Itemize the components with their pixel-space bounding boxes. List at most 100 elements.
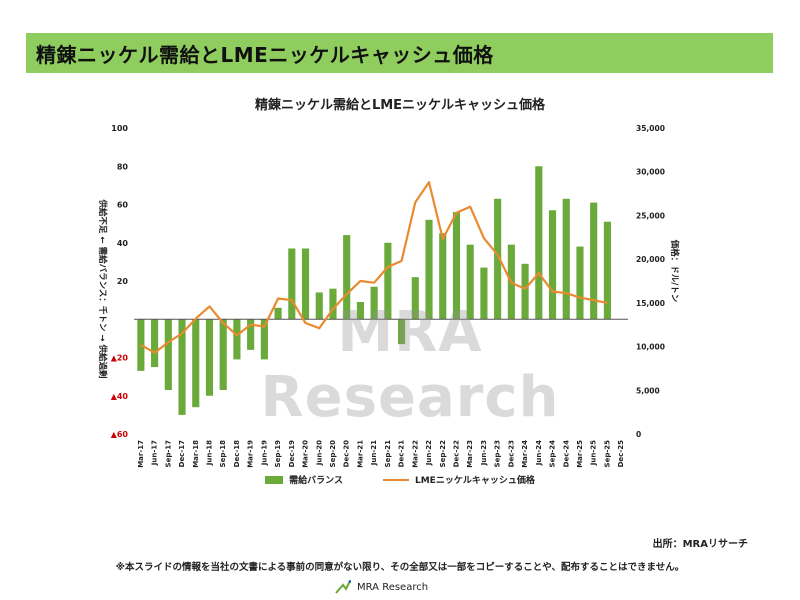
x-tick-label: Jun-21 bbox=[370, 440, 378, 466]
bar-Dec-24 bbox=[562, 198, 570, 320]
x-tick-label: Jun-18 bbox=[205, 440, 213, 466]
x-tick-label: Dec-21 bbox=[398, 440, 406, 467]
legend-line-swatch bbox=[382, 478, 409, 481]
bar-Jun-25 bbox=[590, 202, 598, 320]
bar-Mar-25 bbox=[576, 246, 584, 320]
right-tick-label: 0 bbox=[636, 430, 641, 439]
bar-Jun-23 bbox=[480, 267, 488, 320]
x-tick-label: Mar-22 bbox=[411, 440, 419, 468]
right-tick-label: 20,000 bbox=[636, 255, 665, 264]
legend-item-price: LMEニッケルキャッシュ価格 bbox=[382, 473, 535, 486]
x-tick-label: Sep-24 bbox=[549, 440, 557, 468]
left-tick-label: 40 bbox=[117, 239, 129, 248]
x-tick-label: Sep-25 bbox=[603, 440, 611, 468]
x-tick-label: Dec-22 bbox=[452, 440, 460, 467]
legend-item-balance: 需給バランス bbox=[265, 473, 343, 486]
x-tick-label: Sep-23 bbox=[494, 440, 502, 468]
disclaimer: ※本スライドの情報を当社の文書による事前の同意がない限り、その全部又は一部をコピ… bbox=[115, 562, 685, 573]
company-logo: MRA Research bbox=[335, 580, 428, 594]
x-tick-label: Mar-20 bbox=[302, 440, 310, 468]
bar-Jun-24 bbox=[535, 166, 543, 320]
left-tick-label: 20 bbox=[117, 277, 129, 286]
right-axis-title: 価格：ドル/トン bbox=[669, 239, 680, 303]
bar-Mar-18 bbox=[192, 319, 200, 408]
bar-Sep-19 bbox=[274, 307, 282, 320]
x-tick-label: Jun-25 bbox=[590, 440, 598, 466]
x-tick-label: Sep-17 bbox=[164, 440, 172, 468]
bar-Dec-20 bbox=[343, 235, 351, 320]
bar-Dec-17 bbox=[178, 319, 186, 415]
chart-title: 精錬ニッケル需給とLMEニッケルキャッシュ価格 bbox=[254, 98, 546, 113]
left-tick-label: ▲60 bbox=[111, 430, 129, 439]
bar-Mar-23 bbox=[466, 244, 474, 320]
legend-label-price: LMEニッケルキャッシュ価格 bbox=[414, 476, 535, 486]
bar-Dec-18 bbox=[233, 319, 241, 360]
x-tick-label: Jun-24 bbox=[535, 440, 543, 466]
right-tick-label: 30,000 bbox=[636, 168, 665, 177]
x-tick-label: Mar-21 bbox=[356, 440, 364, 468]
bar-Mar-21 bbox=[356, 302, 364, 320]
right-tick-label: 5,000 bbox=[636, 386, 660, 395]
bar-Mar-19 bbox=[247, 319, 255, 350]
bar-Sep-20 bbox=[329, 288, 337, 320]
left-tick-label: 60 bbox=[117, 201, 129, 210]
x-tick-label: Mar-18 bbox=[192, 440, 200, 468]
x-tick-label: Dec-25 bbox=[617, 440, 625, 467]
x-tick-label: Sep-18 bbox=[219, 440, 227, 468]
right-tick-label: 15,000 bbox=[636, 299, 665, 308]
bar-Dec-22 bbox=[452, 212, 461, 320]
x-tick-label: Dec-20 bbox=[343, 440, 351, 467]
x-tick-label: Jun-22 bbox=[425, 440, 433, 466]
bar-Sep-23 bbox=[494, 198, 502, 320]
x-tick-label: Dec-23 bbox=[507, 440, 515, 467]
x-tick-label: Mar-25 bbox=[576, 440, 584, 468]
x-tick-label: Jun-23 bbox=[480, 440, 488, 466]
legend-label-balance: 需給バランス bbox=[289, 476, 343, 486]
x-tick-label: Sep-19 bbox=[274, 440, 282, 468]
left-tick-label: 100 bbox=[111, 124, 128, 133]
bar-Dec-21 bbox=[398, 319, 406, 345]
bar-Jun-18 bbox=[205, 319, 214, 396]
bar-Sep-17 bbox=[164, 319, 172, 391]
bar-Mar-24 bbox=[521, 263, 529, 320]
bar-Mar-22 bbox=[411, 277, 419, 320]
price-line bbox=[140, 181, 608, 354]
left-tick-label: 80 bbox=[117, 162, 129, 171]
x-tick-label: Jun-20 bbox=[315, 440, 323, 466]
source-note: 出所：MRAリサーチ bbox=[652, 539, 748, 550]
bar-Jun-17 bbox=[151, 319, 159, 368]
x-tick-label: Mar-24 bbox=[521, 440, 529, 468]
logo-mark-icon bbox=[335, 580, 351, 594]
bar-Sep-22 bbox=[439, 233, 447, 320]
x-tick-label: Dec-18 bbox=[233, 440, 241, 467]
x-tick-label: Dec-24 bbox=[562, 440, 570, 467]
x-tick-label: Mar-17 bbox=[137, 440, 145, 468]
bar-Jun-22 bbox=[425, 219, 433, 320]
x-tick-label: Sep-21 bbox=[384, 440, 392, 468]
right-tick-label: 25,000 bbox=[636, 211, 665, 220]
x-tick-label: Jun-17 bbox=[151, 440, 159, 466]
bar-Jun-19 bbox=[260, 319, 268, 360]
bar-Sep-25 bbox=[603, 221, 611, 320]
left-axis-title: 供給不足 ← 需給バランス：千トン → 供給過剰 bbox=[97, 199, 108, 379]
x-tick-label: Mar-23 bbox=[466, 440, 474, 468]
x-tick-label: Dec-19 bbox=[288, 440, 296, 467]
chart-legend: 需給バランス LMEニッケルキャッシュ価格 bbox=[0, 473, 800, 486]
x-tick-label: Sep-22 bbox=[439, 440, 447, 468]
x-tick-label: Sep-20 bbox=[329, 440, 337, 468]
right-tick-label: 10,000 bbox=[636, 343, 665, 352]
logo-text: MRA Research bbox=[357, 581, 429, 593]
bar-Jun-20 bbox=[315, 292, 323, 320]
x-tick-label: Jun-19 bbox=[260, 440, 268, 466]
bar-Jun-21 bbox=[370, 286, 378, 320]
right-tick-label: 35,000 bbox=[636, 124, 665, 133]
left-tick-label: ▲20 bbox=[111, 354, 129, 363]
bar-Dec-19 bbox=[288, 248, 296, 320]
x-tick-label: Mar-19 bbox=[247, 440, 255, 468]
x-tick-label: Dec-17 bbox=[178, 440, 186, 467]
page-title: 精錬ニッケル需給とLMEニッケルキャッシュ価格 bbox=[36, 42, 494, 67]
left-tick-label: ▲40 bbox=[111, 392, 129, 401]
bar-Sep-21 bbox=[384, 242, 392, 320]
legend-bar-swatch bbox=[265, 475, 284, 484]
